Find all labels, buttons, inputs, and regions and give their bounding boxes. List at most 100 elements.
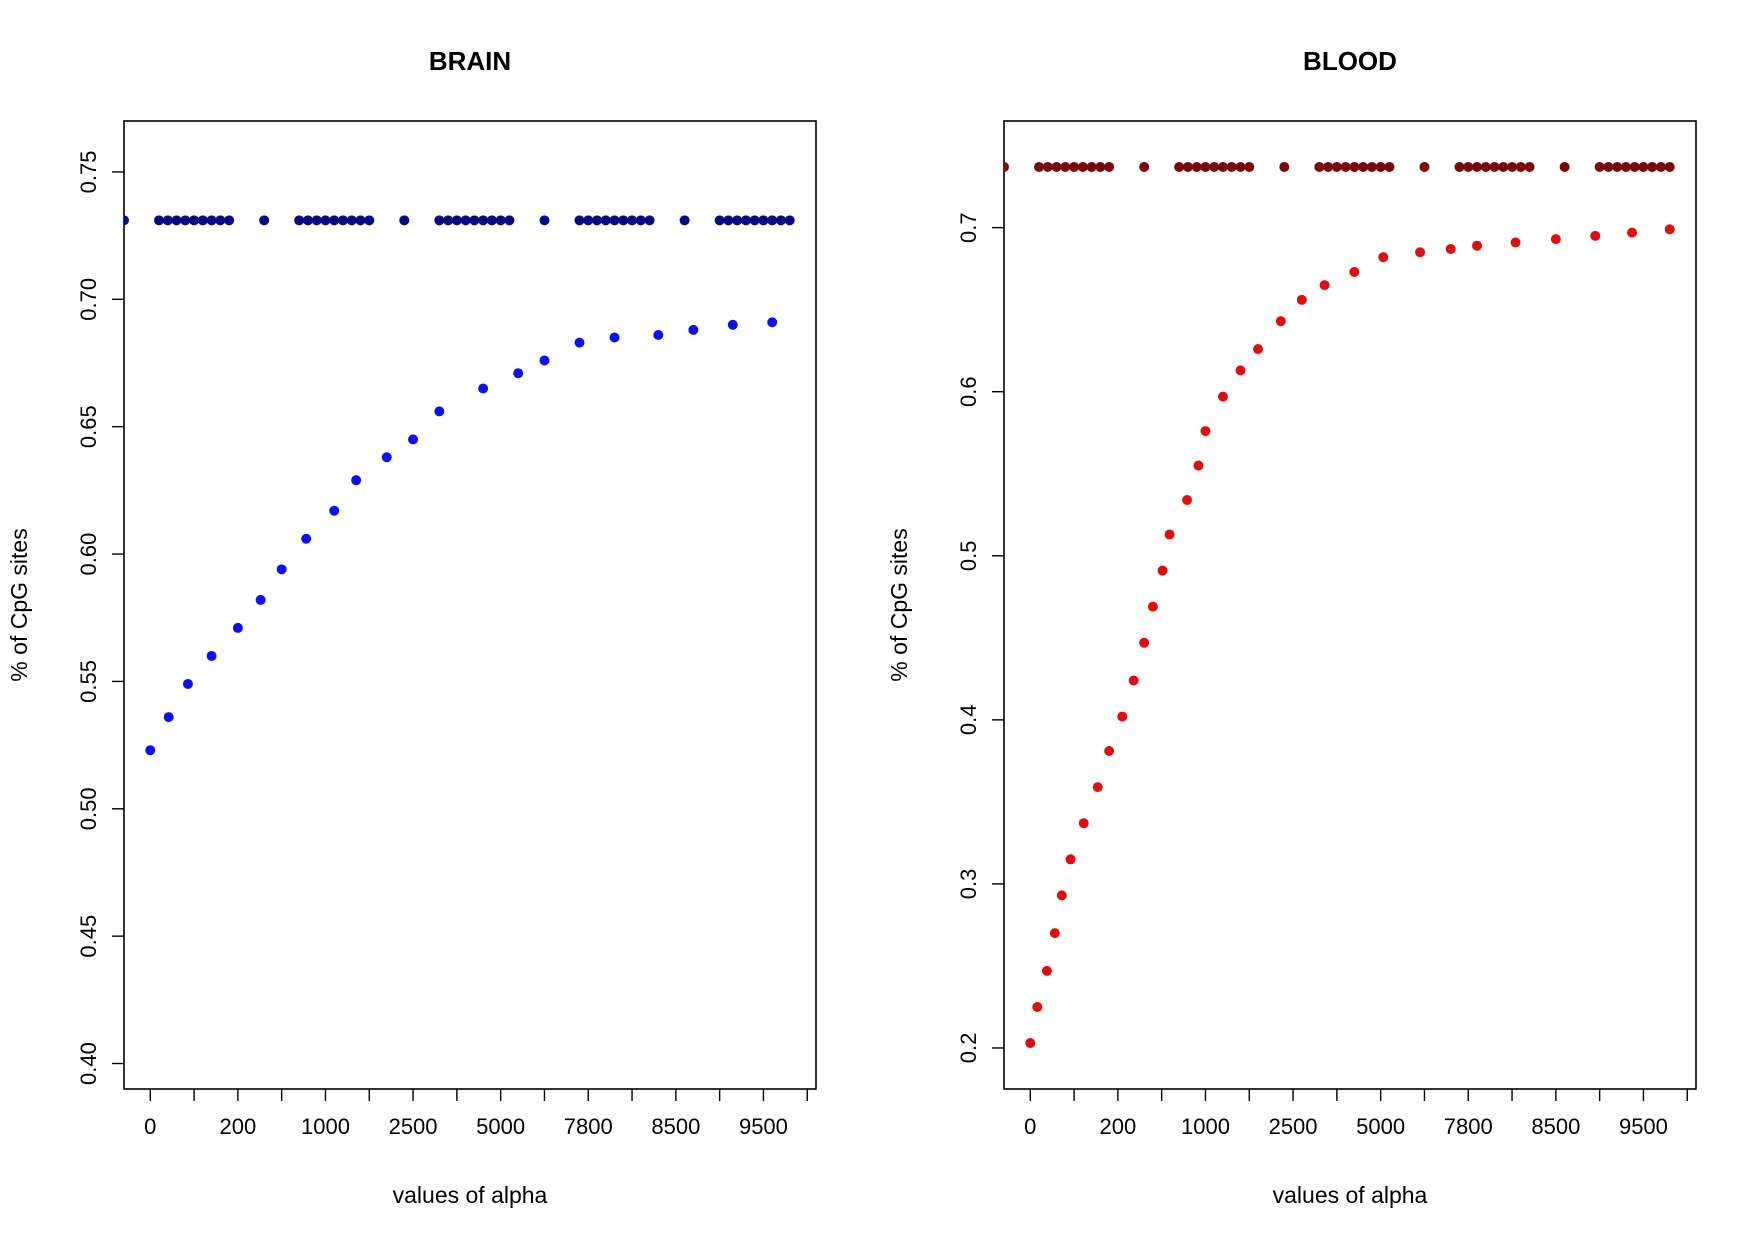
- brain-reference-point: [872, 215, 882, 225]
- brain-proportion-point: [539, 355, 550, 366]
- blood-reference-point: [1559, 161, 1570, 172]
- blood-reference-point: [1594, 161, 1605, 172]
- blood-x-tick-label: 8500: [1531, 1114, 1580, 1139]
- brain-reference-point: [749, 215, 760, 226]
- brain-y-tick-label: 0.50: [76, 787, 101, 830]
- brain-reference-point: [864, 215, 874, 225]
- brain-reference-point: [355, 215, 366, 226]
- blood-proportion-point: [1128, 675, 1139, 686]
- brain-reference-point: [259, 215, 270, 226]
- blood-proportion-point: [1049, 928, 1060, 939]
- blood-y-tick-label: 0.5: [956, 540, 981, 571]
- blood-proportion-point: [1550, 234, 1561, 245]
- brain-reference-point: [592, 215, 603, 226]
- blood-y-tick-label: 0.3: [956, 869, 981, 900]
- blood-proportion-point: [1065, 854, 1076, 865]
- brain-reference-point: [775, 215, 786, 226]
- blood-proportion-point: [1627, 227, 1638, 238]
- blood-y-tick-label: 0.4: [956, 705, 981, 736]
- brain-panel: BRAIN values of alpha % of CpG sites 0.4…: [6, 46, 900, 1208]
- brain-reference-point: [609, 215, 620, 226]
- brain-proportion-point: [688, 324, 699, 335]
- blood-reference-point: [1489, 161, 1500, 172]
- blood-proportion-point: [1319, 280, 1330, 291]
- brain-x-tick-label: 8500: [651, 1114, 700, 1139]
- brain-y-tick-label: 0.70: [76, 278, 101, 321]
- brain-reference-point: [881, 215, 891, 225]
- blood-reference-point: [1664, 161, 1675, 172]
- blood-reference-point: [1463, 161, 1474, 172]
- brain-proportion-point: [727, 319, 738, 330]
- brain-proportion-point: [434, 406, 445, 417]
- blood-reference-point: [1226, 161, 1237, 172]
- brain-reference-point: [224, 215, 235, 226]
- blood-proportion-point: [1664, 224, 1675, 235]
- blood-reference-point: [1498, 161, 1509, 172]
- blood-y-tick-label: 0.7: [956, 212, 981, 243]
- brain-reference-point: [434, 215, 445, 226]
- brain-y-tick-label: 0.40: [76, 1042, 101, 1085]
- brain-reference-point: [723, 215, 734, 226]
- brain-y-tick-label: 0.65: [76, 405, 101, 448]
- brain-proportion-point: [145, 745, 156, 756]
- blood-reference-point: [1700, 162, 1710, 172]
- brain-reference-point: [495, 215, 506, 226]
- blood-reference-point: [1340, 161, 1351, 172]
- blood-x-tick-label: 9500: [1619, 1114, 1668, 1139]
- brain-reference-point: [679, 215, 690, 226]
- brain-reference-point: [320, 215, 331, 226]
- blood-reference-point: [1042, 161, 1053, 172]
- brain-proportion-point: [255, 594, 266, 605]
- brain-reference-point: [180, 215, 191, 226]
- brain-reference-point: [302, 215, 313, 226]
- blood-reference-point: [1323, 161, 1334, 172]
- blood-proportion-point: [1235, 365, 1246, 376]
- brain-reference-point: [337, 215, 348, 226]
- brain-reference-point: [820, 215, 830, 225]
- brain-reference-point: [399, 215, 410, 226]
- brain-reference-point: [890, 215, 900, 225]
- brain-reference-point: [539, 215, 550, 226]
- brain-x-tick-label: 200: [220, 1114, 257, 1139]
- brain-reference-point: [124, 215, 129, 226]
- blood-reference-point: [1095, 161, 1106, 172]
- blood-reference-point: [1507, 161, 1518, 172]
- blood-proportion-point: [1157, 565, 1168, 576]
- brain-y-tick-label: 0.60: [76, 533, 101, 576]
- brain-reference-point: [154, 215, 165, 226]
- brain-reference-point: [162, 215, 173, 226]
- brain-reference-point: [311, 215, 322, 226]
- brain-chart-title: BRAIN: [429, 46, 511, 76]
- blood-reference-point: [1744, 162, 1752, 172]
- brain-reference-point: [574, 215, 585, 226]
- blood-proportion-point: [1193, 460, 1204, 471]
- blood-proportion-point: [1104, 746, 1115, 757]
- brain-y-tick-label: 0.75: [76, 151, 101, 194]
- brain-x-tick-label: 2500: [389, 1114, 438, 1139]
- blood-reference-point: [1244, 161, 1255, 172]
- brain-reference-point: [469, 215, 480, 226]
- blood-proportion-point: [1445, 243, 1456, 254]
- brain-reference-point: [855, 215, 865, 225]
- brain-reference-point: [478, 215, 489, 226]
- brain-reference-point: [294, 215, 305, 226]
- blood-proportion-point: [1200, 426, 1211, 437]
- brain-proportion-point: [276, 564, 287, 575]
- blood-proportion-point: [1182, 494, 1193, 505]
- brain-proportion-point: [381, 452, 392, 463]
- brain-proportion-point: [351, 475, 362, 486]
- blood-proportion-point: [1032, 1001, 1043, 1012]
- brain-reference-point: [627, 215, 638, 226]
- blood-reference-point: [1620, 161, 1631, 172]
- brain-reference-point: [451, 215, 462, 226]
- blood-chart-title: BLOOD: [1303, 46, 1397, 76]
- blood-reference-point: [1647, 161, 1658, 172]
- blood-proportion-point: [1275, 316, 1286, 327]
- brain-reference-point: [346, 215, 357, 226]
- brain-reference-point: [618, 215, 629, 226]
- brain-reference-point: [714, 215, 725, 226]
- blood-reference-point: [1034, 161, 1045, 172]
- blood-y-axis-label: % of CpG sites: [886, 528, 912, 681]
- blood-reference-point: [1077, 161, 1088, 172]
- blood-plot-frame: [1003, 120, 1697, 1090]
